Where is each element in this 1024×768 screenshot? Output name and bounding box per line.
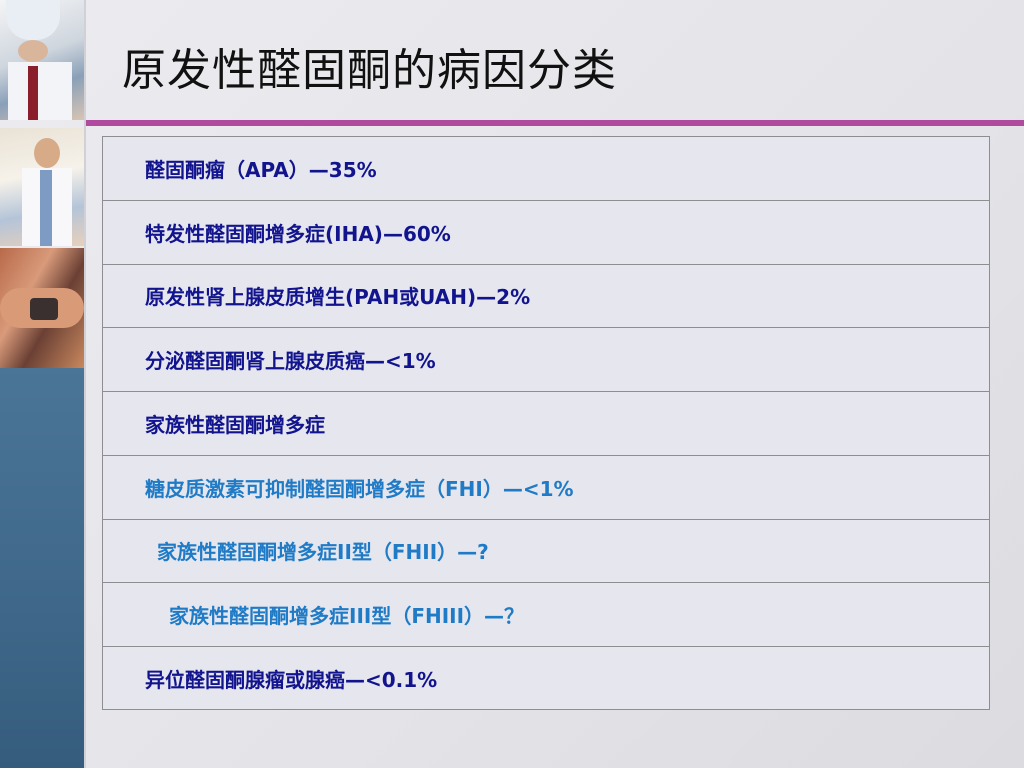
table-row-apa: 醛固酮瘤（APA）—35% xyxy=(103,137,989,201)
accent-bar xyxy=(86,120,1024,126)
table-row-fhi: 糖皮质激素可抑制醛固酮增多症（FHI）—<1% xyxy=(103,456,989,520)
table-row-fhiii: 家族性醛固酮增多症III型（FHIII）—？ xyxy=(103,583,989,647)
table-row-ectopic: 异位醛固酮腺瘤或腺癌—<0.1% xyxy=(145,668,438,693)
table-row-familial: 家族性醛固酮增多症 xyxy=(103,392,989,456)
table-row-carcinoma: 分泌醛固酮肾上腺皮质癌—<1% xyxy=(103,328,989,392)
table-row-iha: 特发性醛固酮增多症(IHA)—60% xyxy=(103,201,989,265)
blood-pressure-photo xyxy=(0,248,84,368)
lab-doctor-photo xyxy=(0,0,84,120)
page-title: 原发性醛固酮的病因分类 xyxy=(122,45,617,96)
sidebar-divider xyxy=(84,0,86,768)
sidebar-photos xyxy=(0,0,84,368)
etiology-table: 醛固酮瘤（APA）—35% 特发性醛固酮增多症(IHA)—60% 原发性肾上腺皮… xyxy=(102,136,990,710)
sidebar-blue-panel xyxy=(0,368,84,768)
table-row-pah: 原发性肾上腺皮质增生(PAH或UAH)—2% xyxy=(103,265,989,329)
table-row-fhii: 家族性醛固酮增多症II型（FHII）—? xyxy=(103,520,989,584)
doctor-photo xyxy=(0,128,84,246)
